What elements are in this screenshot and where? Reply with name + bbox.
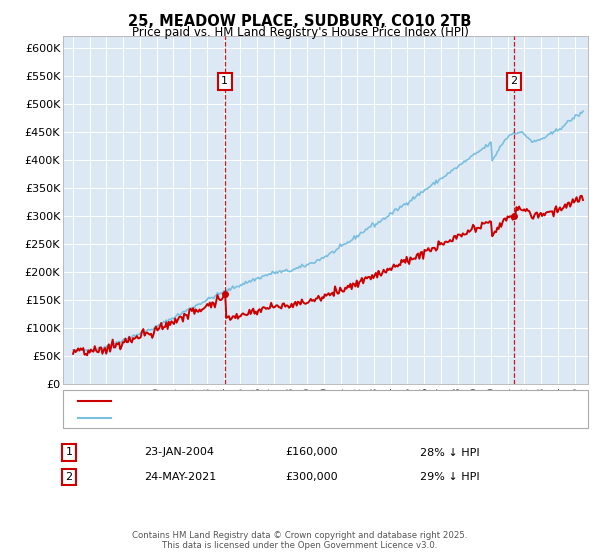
- Text: Contains HM Land Registry data © Crown copyright and database right 2025.
This d: Contains HM Land Registry data © Crown c…: [132, 530, 468, 550]
- Text: 28% ↓ HPI: 28% ↓ HPI: [420, 447, 479, 458]
- Text: 23-JAN-2004: 23-JAN-2004: [144, 447, 214, 458]
- Text: Price paid vs. HM Land Registry's House Price Index (HPI): Price paid vs. HM Land Registry's House …: [131, 26, 469, 39]
- Text: 29% ↓ HPI: 29% ↓ HPI: [420, 472, 479, 482]
- Text: 2: 2: [511, 76, 518, 86]
- Text: £160,000: £160,000: [286, 447, 338, 458]
- Text: 1: 1: [65, 447, 73, 458]
- Text: 1: 1: [221, 76, 228, 86]
- Text: 25, MEADOW PLACE, SUDBURY, CO10 2TB: 25, MEADOW PLACE, SUDBURY, CO10 2TB: [128, 14, 472, 29]
- Text: 2: 2: [65, 472, 73, 482]
- Text: 25, MEADOW PLACE, SUDBURY, CO10 2TB (detached house): 25, MEADOW PLACE, SUDBURY, CO10 2TB (det…: [117, 396, 432, 406]
- Text: HPI: Average price, detached house, Babergh: HPI: Average price, detached house, Babe…: [117, 413, 354, 423]
- Text: £300,000: £300,000: [286, 472, 338, 482]
- Text: 24-MAY-2021: 24-MAY-2021: [144, 472, 216, 482]
